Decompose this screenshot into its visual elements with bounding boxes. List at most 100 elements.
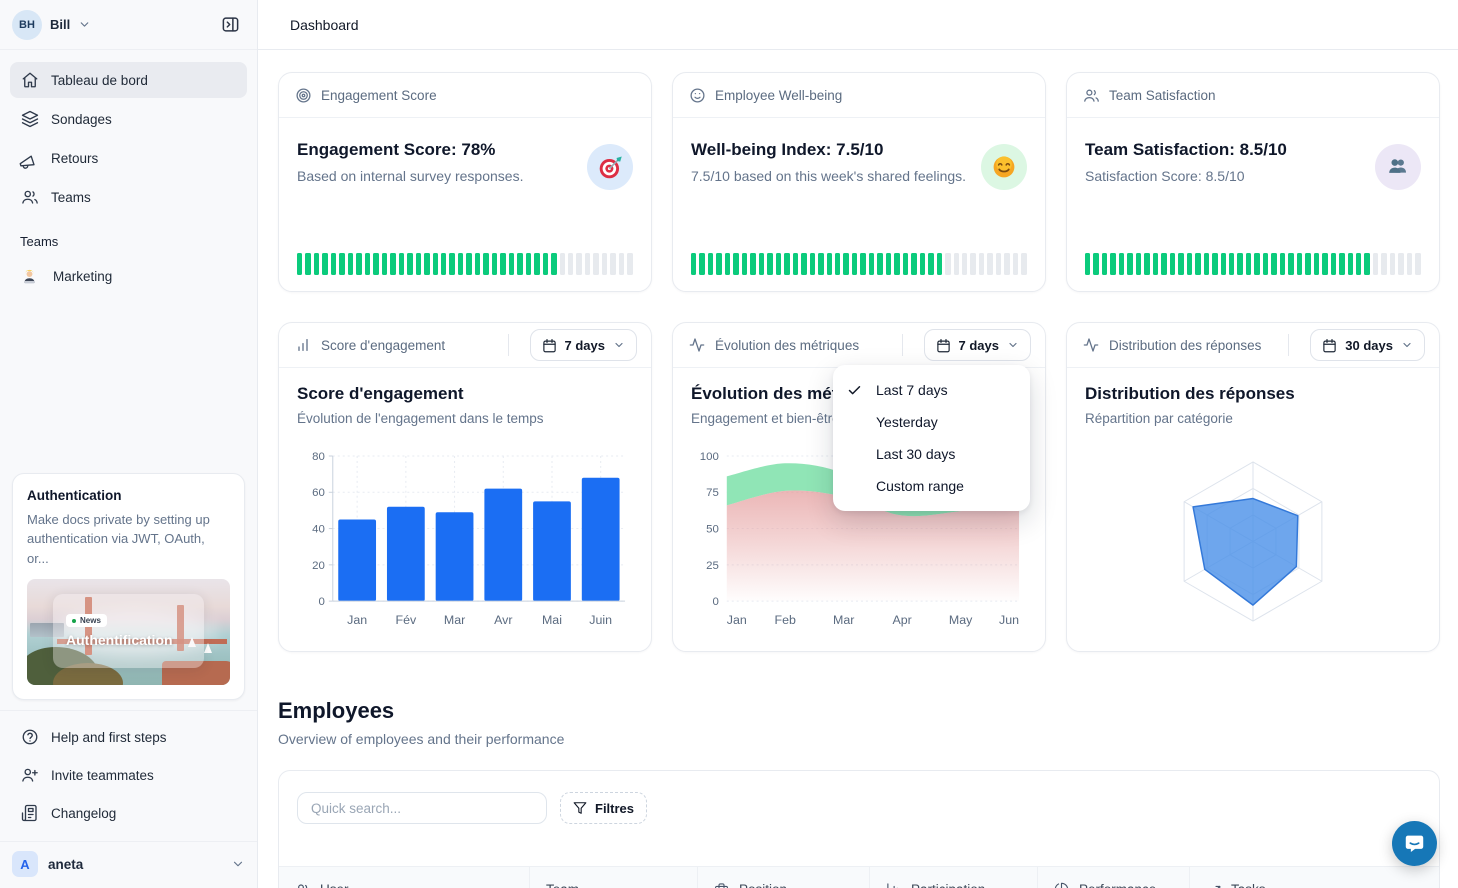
progress-segment — [724, 253, 731, 275]
progress-segment — [449, 253, 455, 275]
progress-bar — [673, 253, 1045, 291]
newspaper-icon — [20, 804, 39, 823]
wellbeing-card: Employee Well-being Well-being Index: 7.… — [672, 72, 1046, 292]
progress-segment — [843, 253, 849, 275]
menu-item-yesterday[interactable]: Yesterday — [833, 406, 1030, 438]
range-selector-button[interactable]: 7 days — [923, 329, 1031, 361]
progress-segment — [1212, 253, 1218, 275]
search-input[interactable] — [297, 792, 547, 824]
menu-item-last-7-days[interactable]: Last 7 days — [833, 374, 1030, 406]
progress-segment — [1012, 253, 1019, 275]
menu-item-last-30-days[interactable]: Last 30 days — [833, 438, 1030, 470]
area-chart: 0 25 50 75 100 Jan Feb Mar Apr May Jun — [700, 451, 1019, 627]
progress-segment — [534, 253, 540, 275]
chevron-down-icon — [1401, 339, 1413, 351]
sidebar-item-help[interactable]: Help and first steps — [10, 719, 247, 755]
sidebar-item-tableau-de-bord[interactable]: Tableau de bord — [10, 62, 247, 98]
collapse-sidebar-button[interactable] — [215, 10, 245, 40]
sidebar-spacer — [0, 294, 257, 463]
card-body: Engagement Score: 78% Based on internal … — [279, 118, 651, 253]
sidebar-item-changelog[interactable]: Changelog — [10, 795, 247, 831]
progress-segment — [877, 253, 883, 275]
range-label: 7 days — [958, 337, 999, 353]
range-selector-button[interactable]: 7 days — [529, 329, 637, 361]
column-header-team[interactable]: Team — [529, 867, 697, 888]
chevron-down-icon — [1007, 339, 1019, 351]
column-header-performance[interactable]: Performance — [1037, 867, 1189, 888]
calendar-icon — [936, 338, 951, 353]
progress-segment — [390, 253, 396, 275]
svg-text:25: 25 — [706, 560, 719, 572]
activity-icon — [1083, 337, 1100, 354]
users-icon — [295, 882, 311, 888]
sidebar-item-retours[interactable]: Retours — [10, 140, 247, 176]
promo-caption: Authentification — [66, 632, 173, 648]
engagement-chart-card: Score d'engagement 7 days Score d'engage… — [278, 322, 652, 652]
column-header-tasks[interactable]: Tasks — [1189, 867, 1439, 888]
progress-segment — [627, 253, 633, 275]
progress-segment — [1279, 253, 1286, 275]
progress-segment — [928, 253, 934, 275]
range-selector-button[interactable]: 30 days — [1310, 329, 1425, 361]
column-header-user[interactable]: User — [279, 867, 529, 888]
card-body: Distribution des réponses Répartition pa… — [1067, 368, 1439, 651]
news-dot-icon — [72, 618, 76, 623]
user-avatar[interactable]: BH — [12, 9, 42, 40]
chevron-down-icon — [613, 339, 625, 351]
column-header-participation[interactable]: Participation — [869, 867, 1037, 888]
progress-segment — [860, 253, 866, 275]
progress-segment — [1364, 253, 1370, 275]
progress-segment — [868, 253, 875, 275]
progress-segment — [491, 253, 498, 275]
workspace-switcher[interactable]: A aneta — [0, 841, 257, 888]
promo-image[interactable]: News Authentification — [27, 579, 230, 685]
sidebar-item-teams[interactable]: Teams — [10, 179, 247, 215]
chat-bubble-icon — [1403, 832, 1426, 855]
progress-segment — [1004, 253, 1010, 275]
filters-button[interactable]: Filtres — [560, 792, 648, 824]
column-header-position[interactable]: Position — [697, 867, 869, 888]
progress-segment — [995, 253, 1002, 275]
range-dropdown-menu: Last 7 days Yesterday Last 30 days Custo… — [833, 365, 1030, 511]
progress-segment — [1415, 253, 1421, 275]
city-art — [30, 623, 64, 637]
menu-item-custom-range[interactable]: Custom range — [833, 470, 1030, 502]
bridge-tower-art — [177, 605, 184, 651]
svg-text:Feb: Feb — [775, 613, 796, 627]
svg-text:Jan: Jan — [727, 613, 747, 627]
progress-segment — [1347, 253, 1353, 275]
column-label: User — [320, 882, 349, 888]
user-name[interactable]: Bill — [50, 17, 71, 32]
column-label: Team — [546, 882, 579, 888]
page-title: Dashboard — [290, 16, 359, 33]
user-plus-icon — [20, 766, 39, 785]
progress-segment — [381, 253, 388, 275]
svg-text:Avr: Avr — [494, 613, 512, 627]
card-header: Évolution des métriques 7 days — [673, 323, 1045, 368]
sidebar-item-invite[interactable]: Invite teammates — [10, 757, 247, 793]
filters-label: Filtres — [595, 800, 635, 816]
progress-segment — [885, 253, 892, 275]
progress-segment — [356, 253, 362, 275]
progress-segment — [551, 253, 557, 275]
chevron-down-icon[interactable] — [78, 18, 91, 31]
chat-widget-button[interactable] — [1392, 821, 1437, 866]
workspace-name: aneta — [48, 856, 84, 872]
team-satisfaction-card: Team Satisfaction Team Satisfaction: 8.5… — [1066, 72, 1440, 292]
responses-distribution-card: Distribution des réponses 30 days Distri… — [1066, 322, 1440, 652]
bar-chart-icon — [295, 337, 312, 354]
progress-segment — [1305, 253, 1311, 275]
chart-subtitle: Évolution de l'engagement dans le temps — [297, 411, 544, 426]
progress-segment — [1322, 253, 1328, 275]
authentication-promo-card[interactable]: Authentication Make docs private by sett… — [12, 472, 245, 700]
progress-segment — [1288, 253, 1294, 275]
progress-segment — [1220, 253, 1226, 275]
sidebar-item-marketing[interactable]: Marketing — [10, 258, 247, 294]
sidebar-item-sondages[interactable]: Sondages — [10, 101, 247, 137]
card-header: Team Satisfaction — [1067, 73, 1439, 118]
users-icon — [1083, 87, 1100, 104]
progress-segment — [1296, 253, 1303, 275]
svg-text:40: 40 — [312, 524, 325, 536]
svg-text:Mar: Mar — [833, 613, 854, 627]
progress-segment — [792, 253, 799, 275]
